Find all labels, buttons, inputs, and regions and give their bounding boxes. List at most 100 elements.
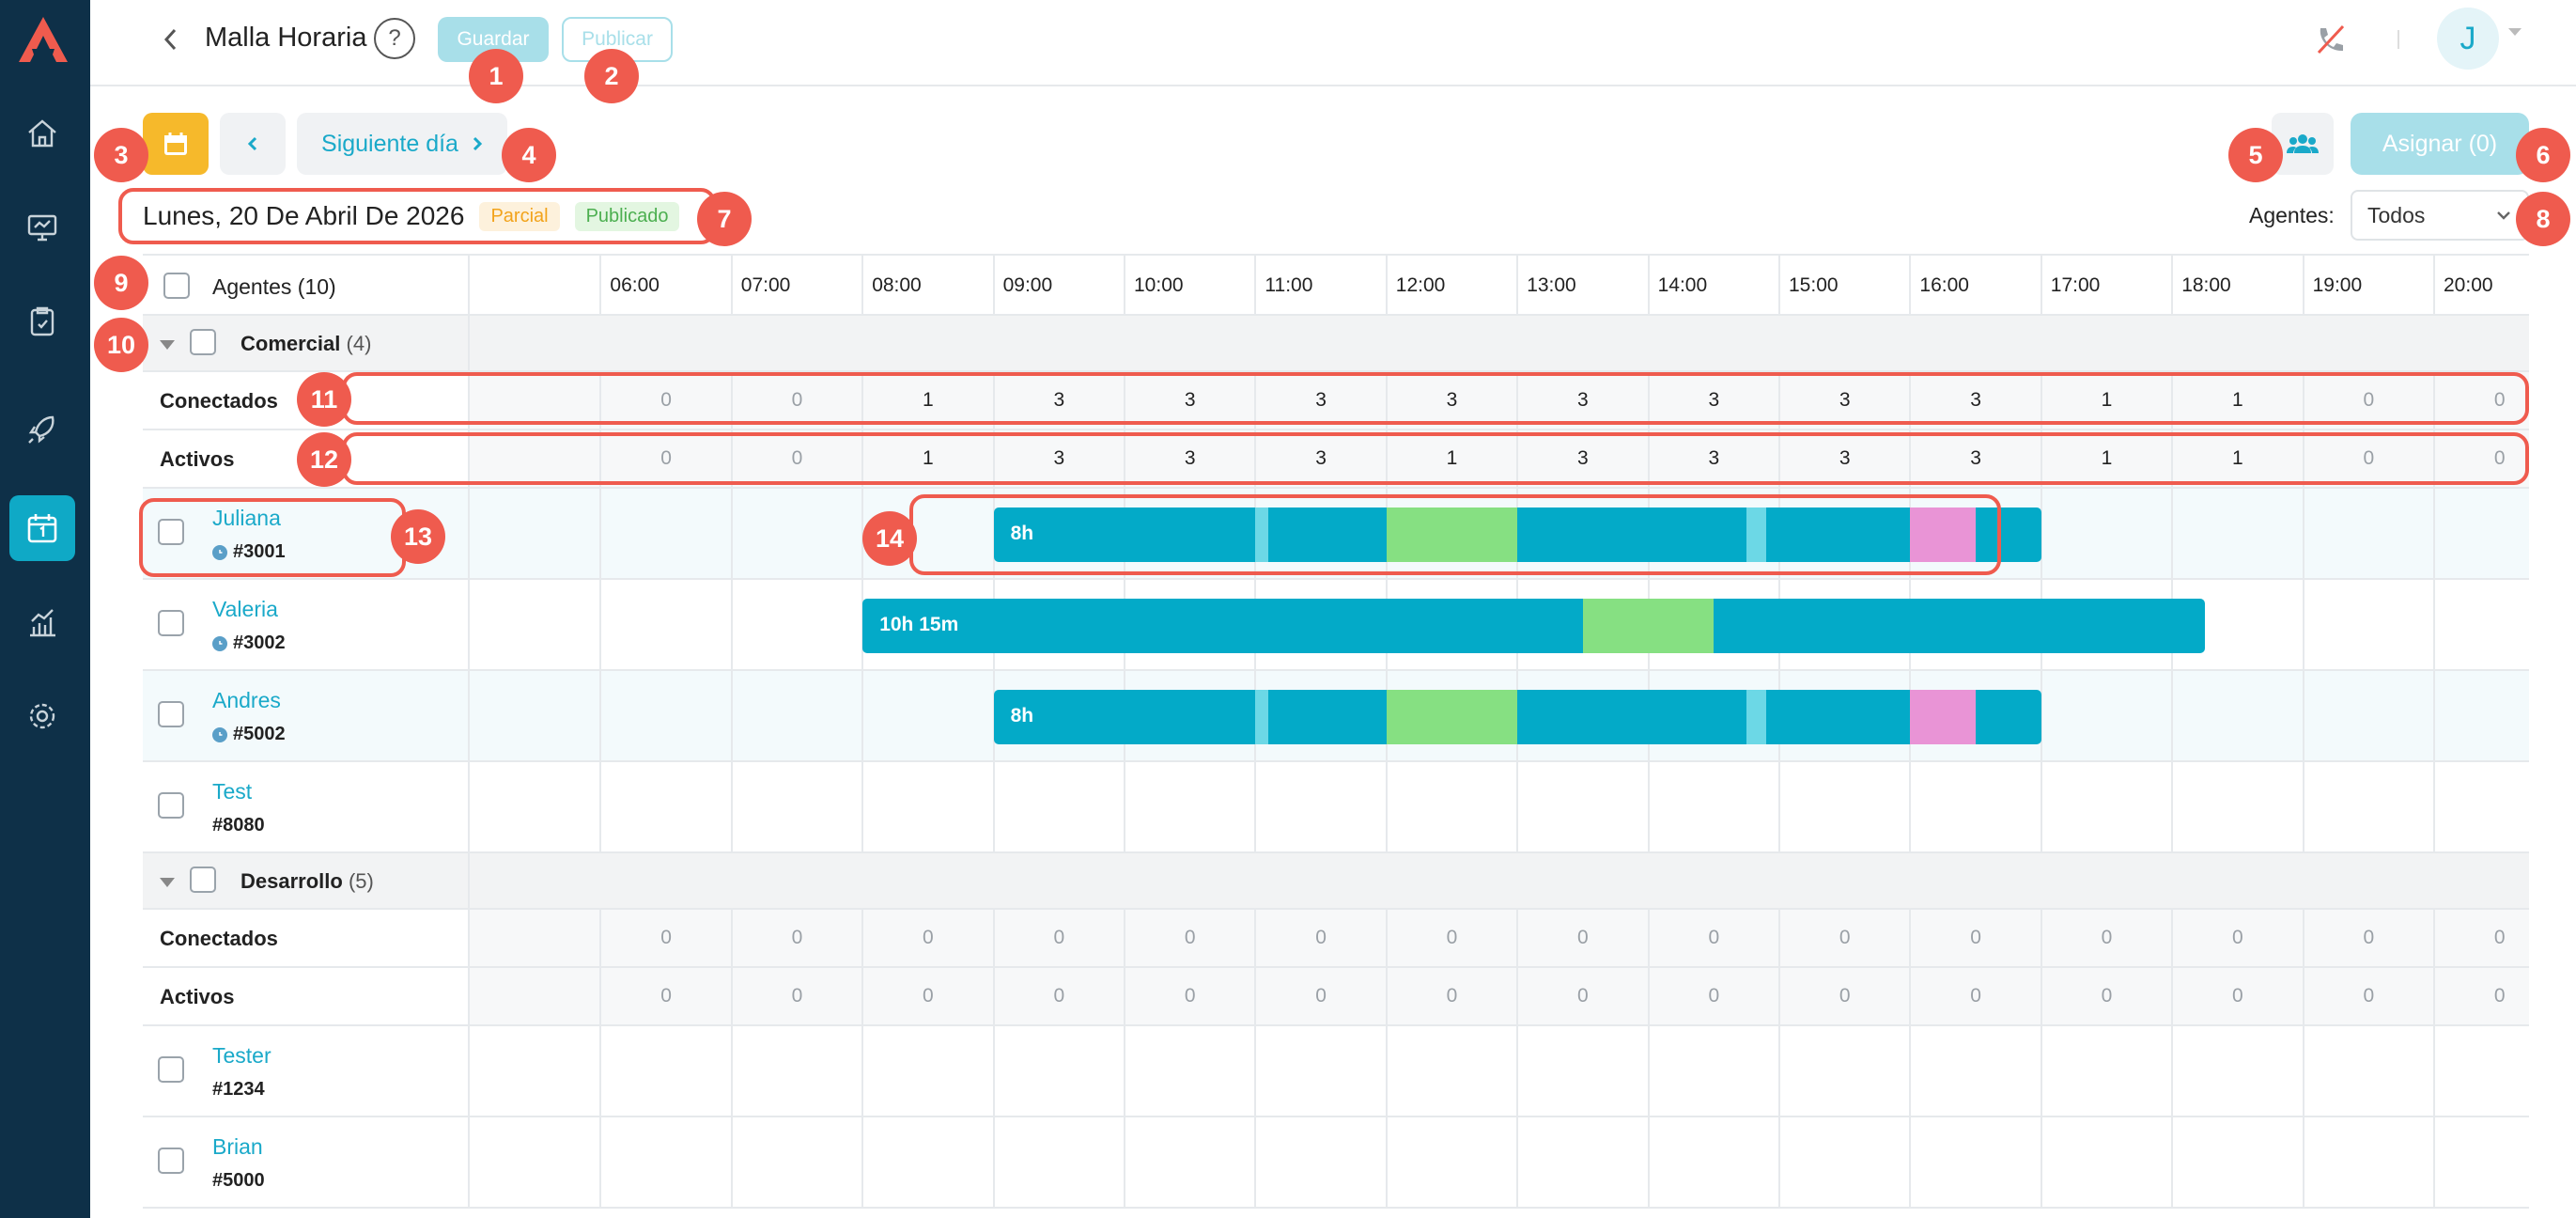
callout-marker: 12 <box>297 432 351 487</box>
next-day-label: Siguiente día <box>321 130 458 157</box>
hour-gridline <box>2433 580 2435 671</box>
grid-header: Agentes (10) 06:00 07:00 08:00 09:00 10:00 11:… <box>143 254 2529 318</box>
agent-id: #5002 <box>212 724 286 745</box>
hour-gridline <box>1516 762 1519 853</box>
help-button[interactable]: ? <box>374 18 415 59</box>
agent-checkbox[interactable] <box>158 792 184 819</box>
metric-value: 0 <box>2232 927 2243 948</box>
lunch-segment[interactable] <box>1386 508 1518 562</box>
hour-gridline <box>2171 1026 2174 1117</box>
avatar[interactable]: J <box>2437 8 2499 70</box>
group-checkbox[interactable] <box>190 867 216 893</box>
hour-gridline <box>2433 1117 2435 1209</box>
agent-name[interactable]: Valeria <box>212 597 278 621</box>
metric-value: 0 <box>2363 927 2375 948</box>
sidebar-item-monitor[interactable] <box>9 195 75 260</box>
hour-gridline <box>599 671 602 762</box>
agents-filter-value: Todos <box>2367 202 2426 227</box>
agent-info: Valeria #3002 <box>143 580 470 669</box>
activity-segment[interactable] <box>1910 508 1977 562</box>
agent-id: #5000 <box>212 1170 265 1192</box>
sidebar-item-home[interactable] <box>9 101 75 166</box>
metric-value: 0 <box>2363 985 2375 1007</box>
group-checkbox[interactable] <box>190 329 216 355</box>
hour-gridline <box>2433 968 2435 1026</box>
phone-off-icon[interactable] <box>2311 21 2349 58</box>
hour-gridline <box>992 372 995 430</box>
caret-down-icon[interactable] <box>160 340 175 350</box>
agent-row: Test #8080 <box>143 762 2529 853</box>
break-segment[interactable] <box>1746 690 1767 744</box>
agent-name[interactable]: Andres <box>212 688 281 712</box>
shift-bar[interactable]: 10h 15m <box>862 599 2206 653</box>
metric-value: 0 <box>2101 927 2113 948</box>
sidebar-item-launch[interactable] <box>9 395 75 461</box>
agent-name[interactable]: Brian <box>212 1134 263 1159</box>
hour-gridline <box>2433 372 2435 430</box>
break-segment[interactable] <box>1746 508 1767 562</box>
agents-filter-select[interactable]: Todos <box>2351 190 2529 241</box>
agent-name[interactable]: Tester <box>212 1043 272 1068</box>
group-count: (4) <box>346 332 372 355</box>
hour-gridline <box>1778 968 1780 1026</box>
agent-info: Brian #5000 <box>143 1117 470 1207</box>
break-segment[interactable] <box>1255 690 1269 744</box>
shift-bar[interactable]: 8h <box>993 690 2041 744</box>
metric-value: 0 <box>1970 985 1981 1007</box>
metric-value: 0 <box>1446 927 1458 948</box>
previous-day-button[interactable] <box>220 113 286 175</box>
agent-name[interactable]: Juliana <box>212 506 281 530</box>
agent-checkbox[interactable] <box>158 519 184 545</box>
shift-bar[interactable]: 8h <box>993 508 2041 562</box>
hour-label: 18:00 <box>2181 274 2231 296</box>
agents-column-header: Agentes (10) <box>143 256 470 314</box>
group-row[interactable]: Comercial (4) <box>143 316 2529 372</box>
callout-marker: 2 <box>584 49 639 103</box>
hour-gridline <box>730 968 733 1026</box>
agent-name[interactable]: Test <box>212 779 253 804</box>
hour-gridline <box>730 256 733 318</box>
hour-gridline <box>1124 762 1125 853</box>
sidebar-item-settings[interactable] <box>9 683 75 749</box>
agent-id: #3002 <box>212 632 286 654</box>
metric-value: 3 <box>1708 447 1720 469</box>
agent-info: Juliana #3001 <box>143 489 470 578</box>
hour-gridline <box>1124 910 1125 968</box>
divider <box>2398 30 2399 49</box>
break-segment[interactable] <box>1255 508 1269 562</box>
group-row[interactable]: Desarrollo (5) <box>143 853 2529 910</box>
sidebar-item-analytics[interactable] <box>9 589 75 655</box>
hour-label: 09:00 <box>1002 274 1053 296</box>
activity-segment[interactable] <box>1910 690 1977 744</box>
hour-gridline <box>1778 256 1780 318</box>
metric-value: 0 <box>923 927 934 948</box>
hour-gridline <box>2433 489 2435 580</box>
caret-down-icon[interactable] <box>2508 28 2522 36</box>
next-day-button[interactable]: Siguiente día <box>297 113 507 175</box>
hour-label: 14:00 <box>1657 274 1708 296</box>
metric-value: 0 <box>660 985 672 1007</box>
hour-label: 11:00 <box>1265 274 1313 296</box>
app-logo[interactable] <box>15 13 71 66</box>
agent-checkbox[interactable] <box>158 1148 184 1174</box>
back-button[interactable] <box>152 21 190 58</box>
hour-gridline <box>2302 256 2304 318</box>
select-all-checkbox[interactable] <box>163 273 190 299</box>
lunch-segment[interactable] <box>1582 599 1715 653</box>
sidebar-item-schedule[interactable] <box>9 495 75 561</box>
hour-gridline <box>2040 1026 2042 1117</box>
hour-gridline <box>2171 430 2174 489</box>
caret-down-icon[interactable] <box>160 878 175 887</box>
sidebar-item-tasks[interactable] <box>9 289 75 354</box>
calendar-picker-button[interactable] <box>143 113 209 175</box>
agent-checkbox[interactable] <box>158 610 184 636</box>
hour-gridline <box>861 1026 864 1117</box>
agent-checkbox[interactable] <box>158 1056 184 1083</box>
assign-button[interactable]: Asignar (0) <box>2351 113 2529 175</box>
lunch-segment[interactable] <box>1386 690 1518 744</box>
groups-button[interactable] <box>2272 113 2334 175</box>
hour-gridline <box>1909 762 1912 853</box>
metric-value: 0 <box>1446 985 1458 1007</box>
group-name: Desarrollo (5) <box>241 869 374 894</box>
agent-checkbox[interactable] <box>158 701 184 727</box>
